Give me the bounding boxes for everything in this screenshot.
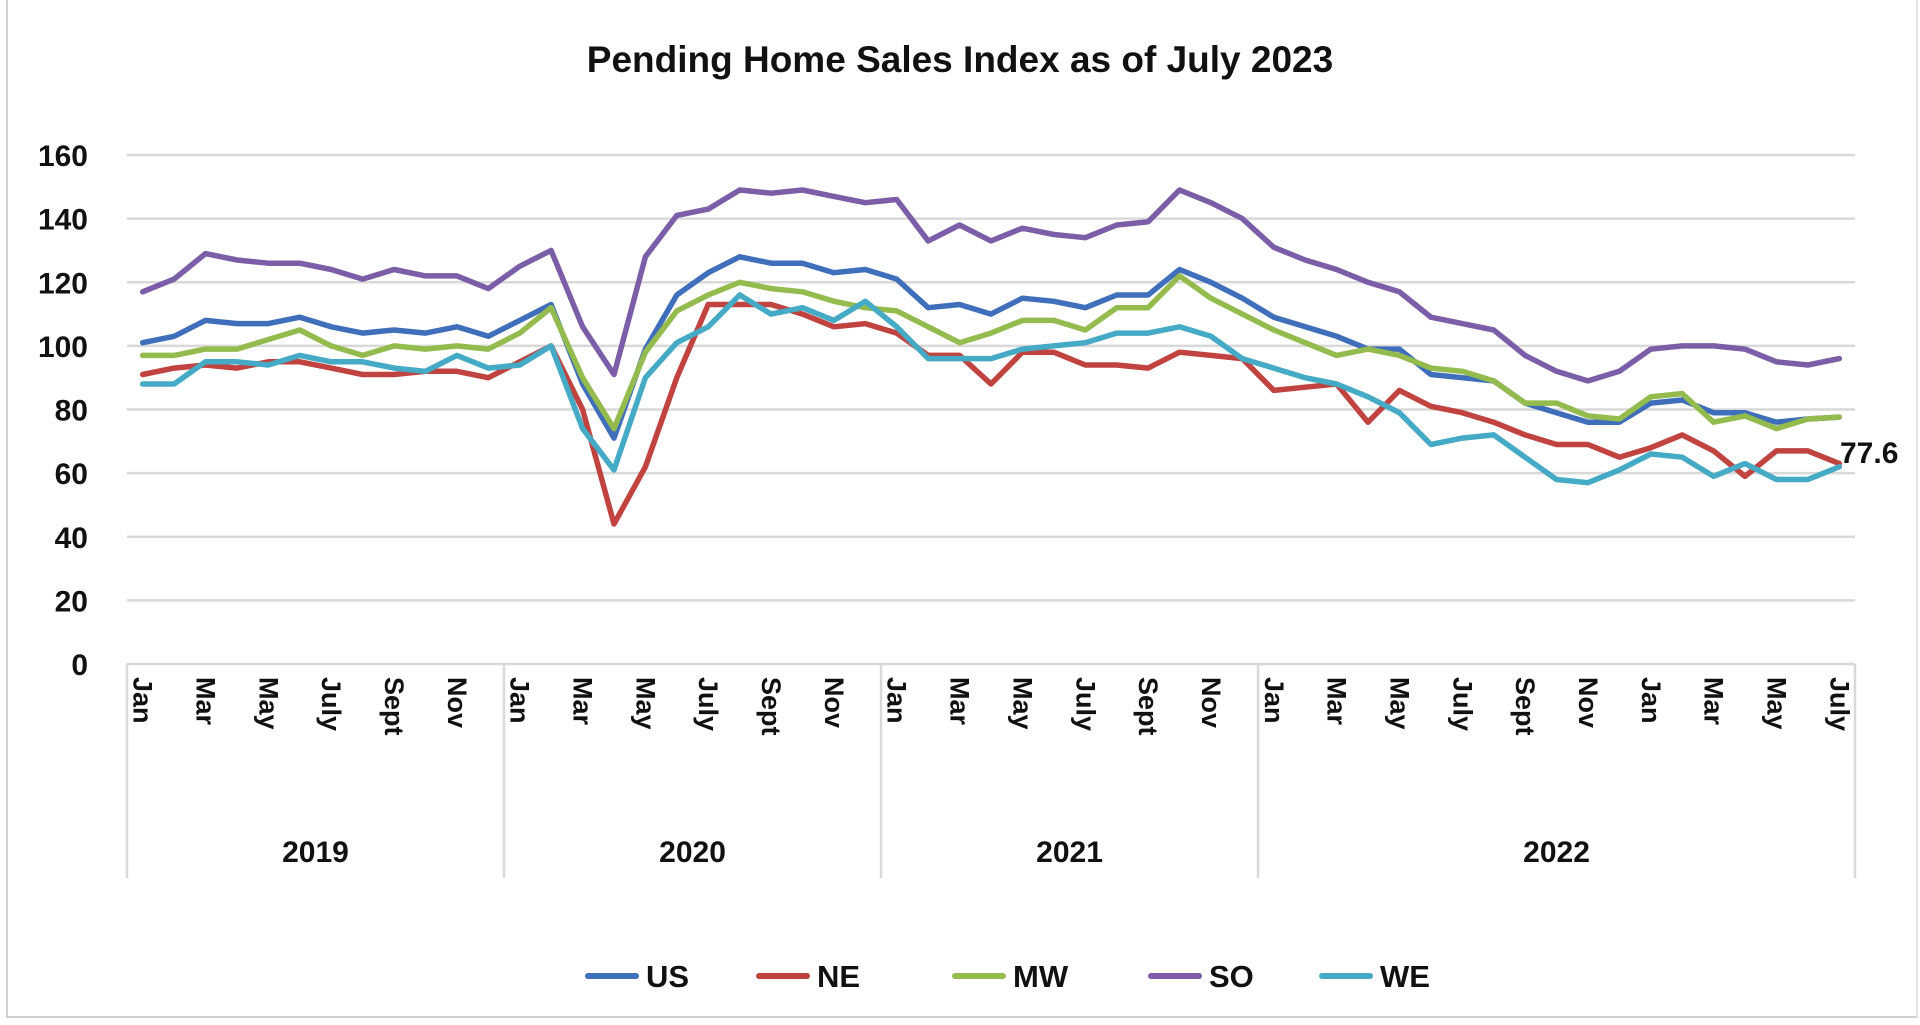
series-lines (139, 187, 1843, 527)
month-label: Nov (1573, 677, 1603, 728)
year-label: 2022 (1523, 836, 1590, 869)
month-label: Jan (882, 677, 912, 724)
month-label: Jan (128, 677, 158, 724)
month-label: Mar (945, 677, 975, 726)
legend-item-ne: NE (756, 959, 860, 994)
month-label: Mar (1699, 677, 1729, 726)
month-label: Nov (819, 677, 849, 728)
y-tick-label: 20 (55, 585, 88, 618)
month-label: Mar (568, 677, 598, 726)
year-label: 2020 (659, 836, 726, 869)
y-tick-label: 140 (38, 204, 88, 237)
month-label: Jan (1259, 677, 1289, 724)
month-label: July (316, 677, 346, 731)
month-label: Nov (1196, 677, 1226, 728)
year-label: 2021 (1036, 836, 1103, 869)
month-label: July (693, 677, 723, 731)
month-label: Sept (1133, 677, 1163, 736)
series-line-so (139, 187, 1843, 384)
legend-item-we: WE (1319, 959, 1430, 994)
series-line-we (139, 292, 1843, 486)
month-label: July (1447, 677, 1477, 731)
legend-label: NE (817, 959, 860, 994)
y-tick-label: 160 (38, 140, 88, 173)
month-label: July (1070, 677, 1100, 731)
legend-label: WE (1380, 959, 1430, 994)
month-label: May (1007, 677, 1037, 730)
month-label: May (630, 677, 660, 730)
series-line-us (139, 254, 1843, 441)
month-label: May (1761, 677, 1791, 730)
legend-label: US (646, 959, 689, 994)
y-tick-label: 100 (38, 331, 88, 364)
y-tick-label: 0 (71, 649, 88, 682)
month-label: Sept (1510, 677, 1540, 736)
legend: US NE MW SO WE (585, 959, 1430, 994)
legend-item-so: SO (1148, 959, 1254, 994)
month-label: Jan (1636, 677, 1666, 724)
x-axis: 2019 2020 2021 2022 Jan Mar May July Sept Nov Jan M… (125, 662, 1857, 878)
y-tick-label: 120 (38, 267, 88, 300)
legend-item-mw: MW (952, 959, 1069, 994)
chart-frame (6, 0, 1918, 1018)
legend-label: MW (1013, 959, 1069, 994)
month-label: July (1824, 677, 1854, 731)
y-tick-label: 60 (55, 458, 88, 491)
month-label: Sept (756, 677, 786, 736)
year-label: 2019 (282, 836, 349, 869)
legend-item-us: US (585, 959, 689, 994)
series-line-mw (139, 273, 1843, 432)
month-label: Mar (1322, 677, 1352, 726)
legend-label: SO (1209, 959, 1254, 994)
month-label: Jan (505, 677, 535, 724)
y-tick-label: 80 (55, 395, 88, 428)
chart-title: Pending Home Sales Index as of July 2023 (587, 39, 1333, 80)
y-tick-label: 40 (55, 522, 88, 555)
month-label: Mar (191, 677, 221, 726)
month-label: May (253, 677, 283, 730)
data-label-last-value: 77.6 (1840, 437, 1898, 470)
month-label: May (1384, 677, 1414, 730)
month-label: Sept (379, 677, 409, 736)
month-label: Nov (442, 677, 472, 728)
y-axis: 0 20 40 60 80 100 120 140 160 (38, 140, 88, 682)
